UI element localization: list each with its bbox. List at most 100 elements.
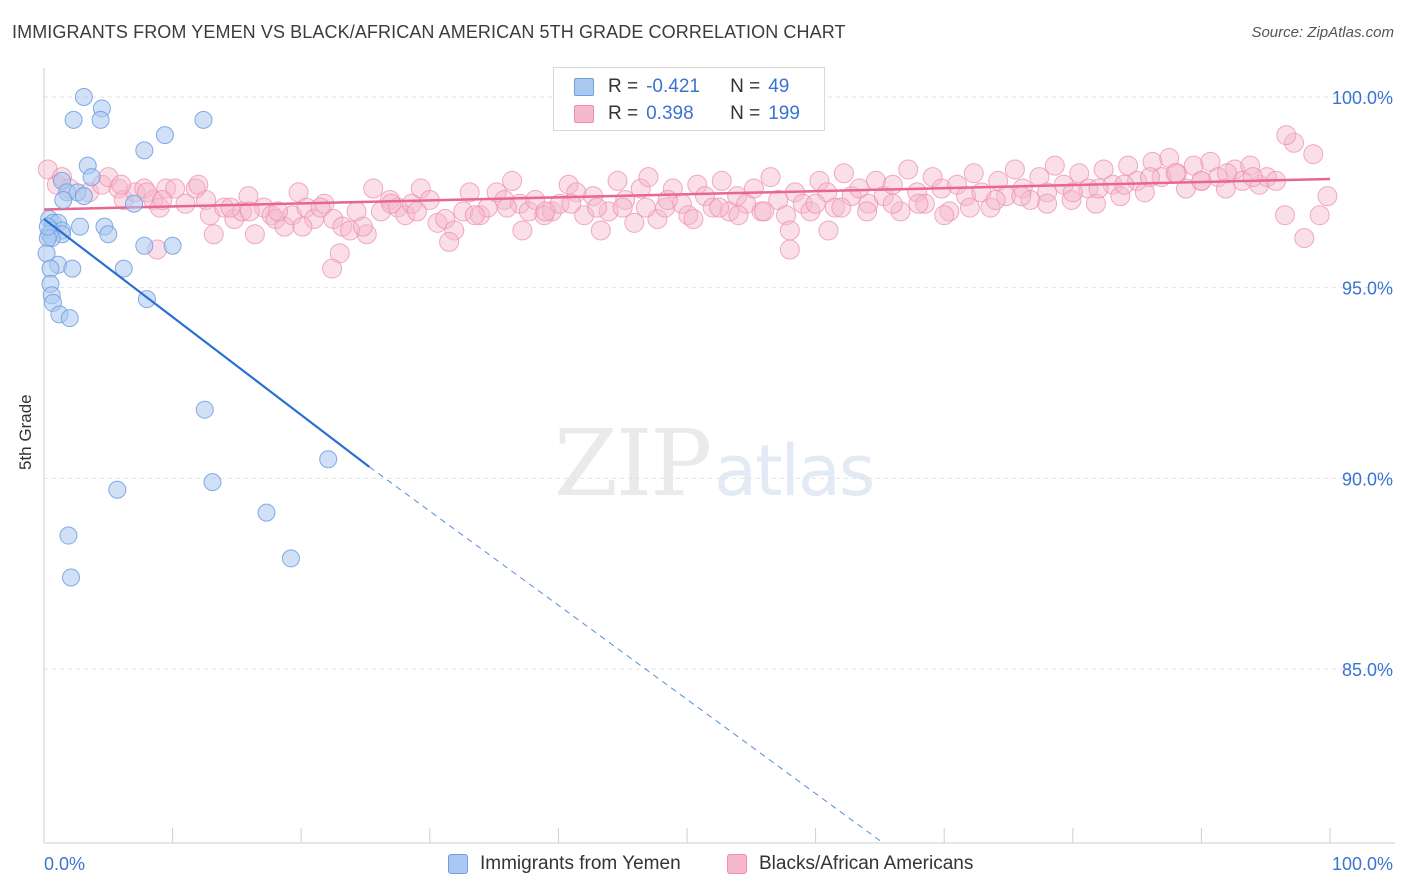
data-point-black [1139, 167, 1160, 188]
data-point-black [406, 201, 427, 222]
data-point-black [635, 197, 656, 218]
legend-n-label: N = [730, 103, 761, 124]
data-point-yemen [74, 88, 93, 106]
data-point-black [833, 163, 854, 184]
legend-swatch-blue [448, 854, 468, 874]
data-point-yemen [38, 217, 57, 236]
data-point-black [439, 231, 460, 252]
data-point-black [486, 182, 507, 203]
data-point-black [857, 201, 878, 222]
source-label: Source: ZipAtlas.com [1251, 24, 1394, 41]
data-point-black [1142, 151, 1163, 172]
trend-line-yemen-extension [369, 466, 881, 842]
data-point-black [898, 159, 919, 180]
data-point-black [165, 178, 186, 199]
watermark-zip: ZIP [554, 410, 712, 517]
trend-line-black [43, 177, 1331, 211]
data-point-black [702, 197, 723, 218]
data-point-yemen [194, 110, 213, 129]
data-point-black [1215, 178, 1236, 199]
data-point-yemen [99, 225, 118, 244]
data-point-black [630, 178, 651, 199]
watermark-atlas: atlas [714, 430, 875, 512]
data-point-black [743, 178, 764, 199]
data-point-black [322, 258, 343, 279]
data-point-yemen [59, 526, 78, 545]
legend-r-value: 0.398 [646, 103, 694, 124]
data-point-black [760, 167, 781, 188]
data-point-black [1110, 186, 1131, 207]
data-point-yemen [63, 259, 82, 278]
data-point-black [776, 205, 797, 226]
data-point-yemen [195, 400, 214, 419]
data-point-black [779, 220, 800, 241]
data-point-black [1294, 228, 1315, 249]
data-point-yemen [155, 126, 174, 145]
x-tick-label: 0.0% [44, 854, 85, 874]
data-point-black [1217, 163, 1238, 184]
data-point-black [1093, 159, 1114, 180]
chart-title: IMMIGRANTS FROM YEMEN VS BLACK/AFRICAN A… [12, 22, 846, 42]
data-point-black [561, 193, 582, 214]
data-point-black [1309, 205, 1330, 226]
data-point-black [728, 205, 749, 226]
data-point-black [1283, 132, 1304, 153]
legend-r-value: -0.421 [646, 76, 700, 97]
data-point-black [220, 197, 241, 218]
data-point-yemen [135, 236, 154, 255]
data-point-black [709, 197, 730, 218]
data-point-black [985, 189, 1006, 210]
data-point-yemen [257, 503, 276, 522]
data-point-black [824, 197, 845, 218]
data-point-black [1061, 189, 1082, 210]
legend-n-label: N = [730, 76, 761, 97]
data-point-black [882, 193, 903, 214]
watermark: ZIPatlas [554, 410, 875, 517]
data-point-black [882, 174, 903, 195]
data-point-black [624, 212, 645, 233]
data-point-yemen [62, 568, 81, 587]
data-point-black [1044, 155, 1065, 176]
data-point-yemen [64, 110, 83, 129]
legend-item-yemen[interactable]: Immigrants from Yemen [448, 852, 681, 876]
stats-legend: R = -0.421 N = 49 R = 0.398 N = 199 [553, 67, 825, 131]
data-point-black [1037, 193, 1058, 214]
data-point-black [395, 205, 416, 226]
data-point-black [453, 201, 474, 222]
data-point-black [518, 201, 539, 222]
data-point-black [535, 201, 556, 222]
data-point-black [607, 170, 628, 191]
data-point-black [381, 193, 402, 214]
data-point-yemen [54, 190, 73, 209]
data-point-black [352, 216, 373, 237]
legend-item-black[interactable]: Blacks/African Americans [727, 852, 973, 876]
data-point-yemen [281, 549, 300, 568]
data-point-yemen [74, 187, 93, 206]
y-tick-label: 90.0% [1342, 469, 1393, 489]
data-point-black [586, 197, 607, 218]
trend-line-yemen [43, 218, 371, 468]
data-point-yemen [319, 450, 338, 469]
data-point-yemen [203, 473, 222, 492]
y-tick-label: 85.0% [1342, 660, 1393, 680]
data-point-black [1088, 178, 1109, 199]
legend-swatch-blue [574, 78, 594, 96]
data-point-black [959, 197, 980, 218]
data-point-black [779, 239, 800, 260]
data-point-black [695, 186, 716, 207]
data-point-black [268, 201, 289, 222]
data-point-black [502, 170, 523, 191]
y-axis-label: 5th Grade [16, 394, 35, 470]
legend-swatch-pink [574, 105, 594, 123]
data-point-yemen [82, 168, 101, 187]
legend-n-value: 199 [768, 103, 800, 124]
data-point-black [1004, 159, 1025, 180]
data-point-black [849, 178, 870, 199]
data-point-black [512, 220, 533, 241]
data-point-black [1242, 167, 1263, 188]
data-point-black [908, 193, 929, 214]
data-point-black [175, 193, 196, 214]
data-point-black [590, 220, 611, 241]
data-point-black [310, 197, 331, 218]
